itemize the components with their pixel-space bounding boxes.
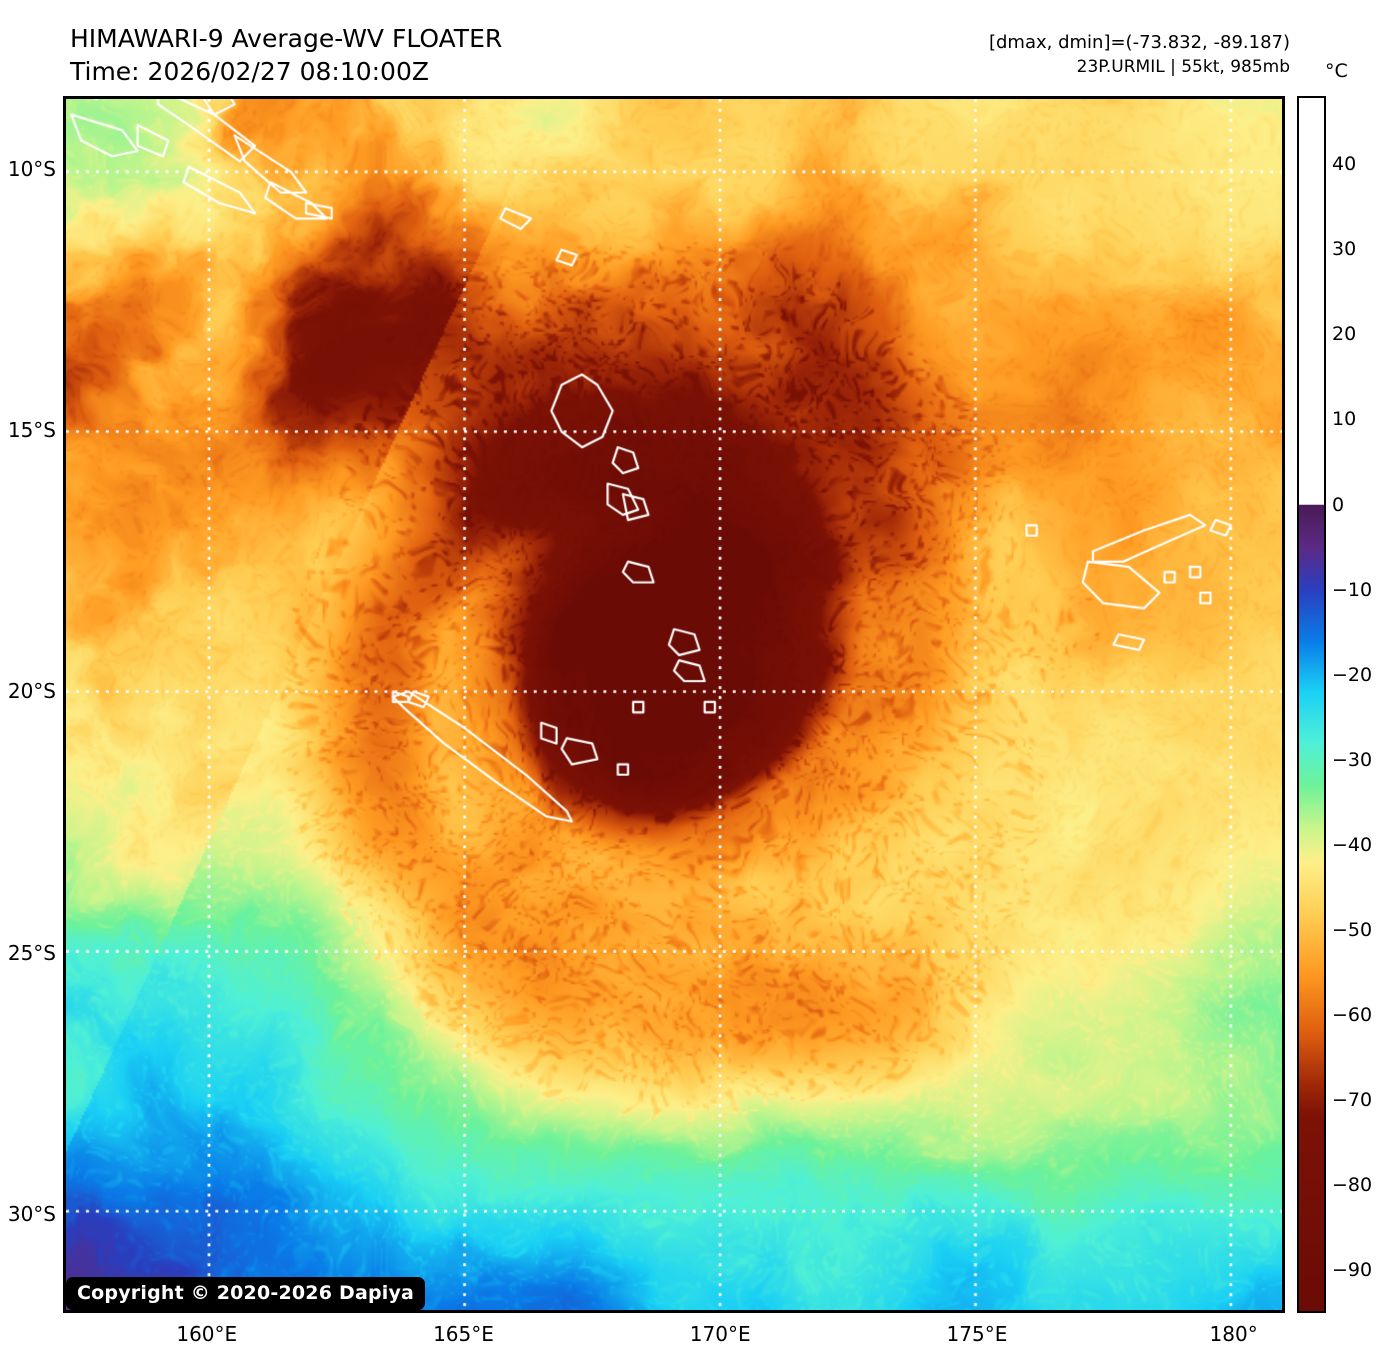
timestamp-label: Time: 2026/02/27 08:10:00Z [70, 57, 429, 86]
satellite-imagery-canvas [66, 99, 1282, 1310]
colorbar-gradient [1299, 98, 1324, 1311]
dmax-dmin-label: [dmax, dmin]=(-73.832, -89.187) [988, 32, 1290, 53]
y-axis-tick-label: 10°S [7, 157, 56, 182]
x-axis-tick-label: 180° [1209, 1322, 1258, 1346]
satellite-image-plot[interactable] [63, 96, 1285, 1313]
x-axis-tick-label: 175°E [946, 1322, 1008, 1346]
y-axis-tick-label: 15°S [7, 418, 56, 443]
colorbar-tick-label: −90 [1332, 1259, 1373, 1282]
colorbar-tick-label: −20 [1332, 663, 1373, 686]
y-axis-tick-label: 20°S [7, 679, 56, 704]
colorbar-tick-label: 10 [1332, 408, 1357, 431]
colorbar-tick-label: 20 [1332, 323, 1357, 346]
colorbar-tick-label: −10 [1332, 578, 1373, 601]
colorbar-tick-label: −70 [1332, 1089, 1373, 1112]
copyright-banner: Copyright © 2020-2026 Dapiya [66, 1277, 426, 1310]
storm-info-label: 23P.URMIL | 55kt, 985mb [1076, 57, 1290, 77]
x-axis-tick-label: 165°E [433, 1322, 494, 1346]
colorbar-tick-label: −50 [1332, 919, 1373, 942]
y-axis-tick-label: 25°S [7, 940, 56, 965]
colorbar-tick-label: 0 [1332, 493, 1345, 516]
colorbar-tick-label: −40 [1332, 833, 1373, 856]
colorbar-unit-label: °C [1325, 60, 1348, 82]
y-axis-tick-label: 30°S [7, 1201, 56, 1226]
colorbar-tick-label: 30 [1332, 238, 1357, 261]
x-axis-tick-label: 170°E [689, 1322, 751, 1346]
colorbar-tick-label: −30 [1332, 748, 1373, 771]
colorbar[interactable] [1297, 96, 1326, 1313]
metadata-block: [dmax, dmin]=(-73.832, -89.187) 23P.URMI… [989, 30, 1290, 79]
x-axis-tick-label: 160°E [176, 1322, 238, 1346]
colorbar-tick-label: 40 [1332, 153, 1357, 176]
page-title: HIMAWARI-9 Average-WV FLOATER [70, 24, 503, 53]
colorbar-tick-label: −60 [1332, 1004, 1373, 1027]
title-block: HIMAWARI-9 Average-WV FLOATER Time: 2026… [70, 22, 502, 88]
colorbar-tick-label: −80 [1332, 1174, 1373, 1197]
